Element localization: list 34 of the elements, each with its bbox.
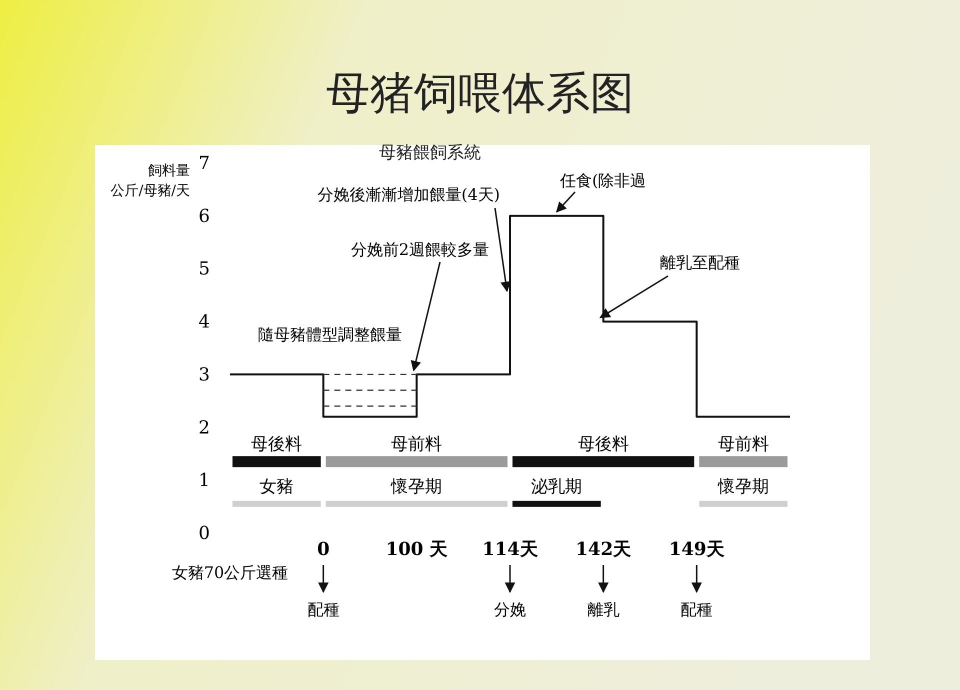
text: 配種 <box>680 600 713 619</box>
y-tick-label: 3 <box>198 364 210 386</box>
y-tick-label: 6 <box>198 206 210 227</box>
x-tick-label: 149天 <box>668 539 724 560</box>
y-axis-title: 飼料量公斤/母豬/天 <box>110 163 190 199</box>
annotation: 隨母豬體型調整餵量 <box>258 325 402 344</box>
x-tick-label: 100 天 <box>386 539 448 560</box>
series-label: 母後料 <box>251 434 302 455</box>
y-tick-label: 5 <box>198 258 210 280</box>
y-tick-label: 7 <box>198 153 210 174</box>
series-label: 母前料 <box>391 434 442 455</box>
annotation: 任食(除非過 <box>559 171 646 190</box>
x-tick-label: 142天 <box>576 539 632 560</box>
annotation: 分娩後漸漸增加餵量(4天) <box>317 185 500 204</box>
y-tick-label: 4 <box>198 312 210 333</box>
x-tick-label: 114天 <box>482 539 538 560</box>
y-tick-label: 0 <box>198 523 210 544</box>
text: 配種 <box>307 600 340 619</box>
y-tick-label: 2 <box>198 417 210 438</box>
x-tick-label: 0 <box>317 539 330 560</box>
y-tick-label: 1 <box>198 470 210 492</box>
series-label: 泌乳期 <box>531 476 582 497</box>
text: 女豬70公斤選種 <box>172 563 288 582</box>
series-label: 女豬 <box>260 476 294 497</box>
text: 離乳 <box>587 600 620 619</box>
series-label: 懷孕期 <box>716 476 769 497</box>
annotation: 離乳至配種 <box>660 253 740 272</box>
text: 分娩 <box>494 600 526 619</box>
series-label: 母後料 <box>578 434 629 455</box>
series-label: 母前料 <box>718 434 769 455</box>
chart-subtitle: 母豬餵飼系統 <box>379 143 481 163</box>
annotation: 分娩前2週餵較多量 <box>350 240 490 259</box>
series-label: 懷孕期 <box>390 476 442 497</box>
chart-title: 母猪饲喂体系图 <box>326 68 634 119</box>
